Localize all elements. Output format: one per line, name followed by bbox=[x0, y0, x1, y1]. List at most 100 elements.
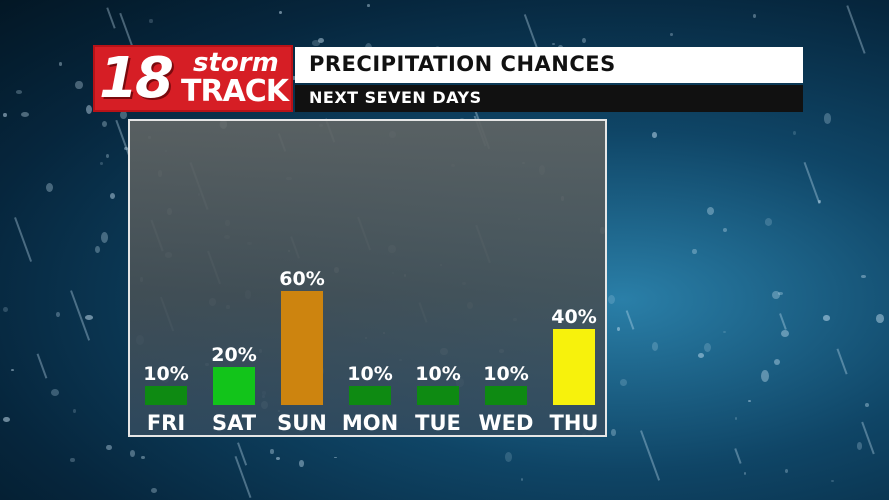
raindrop bbox=[617, 326, 621, 331]
day-label-fri: FRI bbox=[147, 411, 185, 435]
rain-streak bbox=[845, 4, 866, 54]
raindrop bbox=[611, 429, 616, 436]
subtitle-bar: NEXT SEVEN DAYS bbox=[295, 85, 803, 112]
raindrop bbox=[275, 456, 281, 461]
day-label-thu: THU bbox=[550, 411, 599, 435]
raindrop bbox=[102, 120, 108, 127]
raindrop bbox=[120, 110, 127, 120]
raindrop bbox=[581, 37, 586, 44]
raindrop bbox=[3, 112, 7, 117]
raindrop bbox=[45, 182, 54, 193]
raindrop bbox=[366, 4, 370, 8]
raindrop bbox=[129, 450, 135, 457]
raindrop bbox=[773, 359, 781, 366]
raindrop bbox=[85, 105, 92, 115]
bar-wed bbox=[485, 386, 527, 405]
value-label-mon: 10% bbox=[347, 363, 392, 385]
raindrop bbox=[140, 455, 146, 460]
raindrop bbox=[704, 342, 712, 353]
raindrop bbox=[651, 342, 658, 351]
raindrop bbox=[73, 408, 77, 414]
title-bar: PRECIPITATION CHANCES bbox=[295, 47, 803, 83]
raindrop bbox=[16, 90, 22, 95]
raindrop bbox=[20, 112, 29, 118]
chart-panel: 10% FRI 20% SAT 60% SUN 10% MON 10% TUE 10% WED 40% T… bbox=[128, 119, 607, 437]
rain-streak bbox=[779, 312, 788, 330]
raindrop bbox=[823, 113, 832, 125]
raindrop bbox=[11, 369, 14, 372]
raindrop bbox=[106, 153, 110, 158]
bar-sun bbox=[281, 291, 323, 405]
raindrop bbox=[823, 315, 830, 322]
raindrop bbox=[70, 458, 75, 463]
bar-tue bbox=[417, 386, 459, 405]
raindrop bbox=[876, 314, 884, 323]
raindrop bbox=[292, 76, 296, 80]
raindrop bbox=[149, 18, 153, 24]
rain-streak bbox=[803, 161, 821, 204]
raindrop bbox=[504, 452, 512, 462]
value-label-wed: 10% bbox=[483, 363, 528, 385]
raindrop bbox=[2, 416, 10, 423]
day-label-tue: TUE bbox=[415, 411, 461, 435]
raindrop bbox=[784, 469, 789, 474]
value-label-thu: 40% bbox=[551, 306, 596, 328]
raindrop bbox=[94, 245, 100, 253]
raindrop bbox=[722, 227, 728, 232]
raindrop bbox=[771, 290, 780, 300]
day-label-sun: SUN bbox=[277, 411, 327, 435]
raindrop bbox=[722, 331, 726, 334]
bar-mon bbox=[349, 386, 391, 405]
value-label-fri: 10% bbox=[143, 363, 188, 385]
value-label-tue: 10% bbox=[415, 363, 460, 385]
raindrop bbox=[777, 291, 783, 296]
raindrop bbox=[312, 40, 320, 46]
raindrop bbox=[607, 294, 615, 304]
raindrop bbox=[781, 329, 790, 337]
raindrop bbox=[109, 193, 115, 200]
rain-streak bbox=[625, 310, 635, 330]
rain-streak bbox=[734, 448, 742, 465]
raindrop bbox=[670, 33, 673, 36]
raindrop bbox=[99, 162, 103, 166]
raindrop bbox=[860, 274, 866, 278]
raindrop bbox=[856, 442, 863, 450]
logo-number: 18 bbox=[99, 46, 174, 111]
raindrop bbox=[735, 417, 738, 420]
rain-streak bbox=[13, 217, 32, 262]
raindrop bbox=[318, 38, 324, 44]
raindrop bbox=[51, 388, 60, 396]
value-label-sat: 20% bbox=[211, 344, 256, 366]
rain-streak bbox=[106, 7, 116, 29]
logo-track-text: TRACK bbox=[181, 74, 289, 109]
raindrop bbox=[58, 61, 63, 66]
raindrop bbox=[747, 400, 751, 403]
raindrop bbox=[75, 80, 83, 90]
bar-sat bbox=[213, 367, 255, 405]
raindrop bbox=[697, 353, 704, 358]
logo-storm-text: storm bbox=[193, 48, 279, 78]
raindrop bbox=[270, 449, 274, 454]
chart-subtitle: NEXT SEVEN DAYS bbox=[309, 88, 482, 107]
raindrop bbox=[753, 14, 756, 18]
raindrop bbox=[334, 456, 337, 459]
rain-streak bbox=[640, 429, 661, 481]
bar-fri bbox=[145, 386, 187, 405]
raindrop bbox=[818, 199, 821, 204]
raindrop bbox=[706, 207, 714, 216]
raindrop bbox=[3, 306, 9, 312]
value-label-sun: 60% bbox=[279, 268, 324, 290]
raindrop bbox=[652, 132, 657, 138]
day-label-wed: WED bbox=[479, 411, 534, 435]
raindrop bbox=[620, 379, 627, 386]
precipitation-bar-chart: 10% FRI 20% SAT 60% SUN 10% MON 10% TUE 10% WED 40% T… bbox=[143, 268, 599, 435]
raindrop bbox=[761, 369, 770, 382]
bar-thu bbox=[553, 329, 595, 405]
rain-streak bbox=[36, 353, 48, 379]
raindrop bbox=[793, 130, 796, 135]
storm-track-logo: 18 storm TRACK bbox=[93, 45, 293, 112]
day-label-sat: SAT bbox=[212, 411, 257, 435]
chart-title: PRECIPITATION CHANCES bbox=[309, 52, 616, 76]
raindrop bbox=[84, 315, 93, 320]
raindrop bbox=[55, 312, 60, 317]
